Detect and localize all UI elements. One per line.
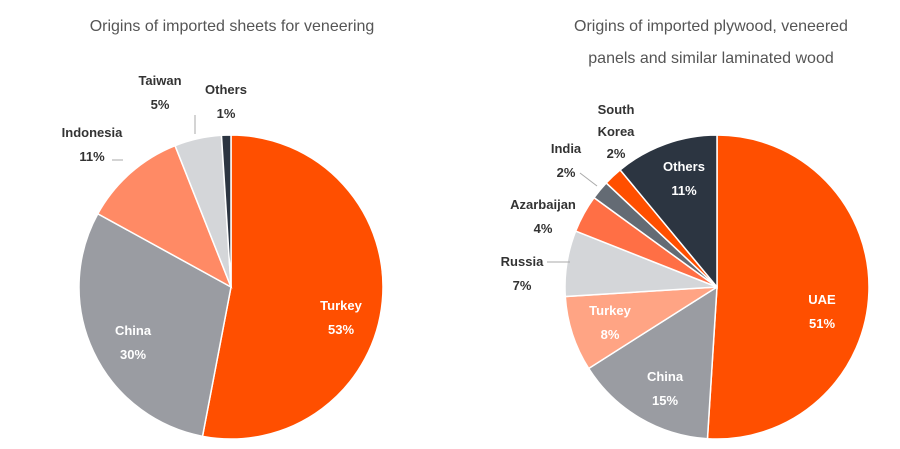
pie-slice-others xyxy=(220,134,232,288)
slice-value-others: 11% xyxy=(671,183,697,198)
leader-line-india xyxy=(579,172,598,187)
slice-value-china: 15% xyxy=(652,393,678,408)
slice-label-turkey: Turkey xyxy=(589,303,631,318)
slice-value-india: 2% xyxy=(557,165,576,180)
slice-label-others: Others xyxy=(205,82,247,97)
slice-label-south-korea: Korea xyxy=(598,124,636,139)
slice-label-china: China xyxy=(647,369,684,384)
slice-value-russia: 7% xyxy=(513,278,532,293)
slice-label-azarbaijan: Azarbaijan xyxy=(510,197,576,212)
slice-label-uae: UAE xyxy=(808,292,836,307)
slice-label-taiwan: Taiwan xyxy=(138,73,181,88)
slice-value-indonesia: 11% xyxy=(79,149,105,164)
slice-label-india: India xyxy=(551,141,582,156)
slice-value-azarbaijan: 4% xyxy=(534,221,553,236)
pie-slice-indonesia xyxy=(96,144,233,289)
slice-label-indonesia: Indonesia xyxy=(62,125,123,140)
slice-value-turkey: 53% xyxy=(328,322,354,337)
slice-value-china: 30% xyxy=(120,347,146,362)
slice-value-turkey: 8% xyxy=(601,327,620,342)
slice-label-others: Others xyxy=(663,159,705,174)
pie-slice-others xyxy=(619,134,718,290)
pie-chart-2: Origins of imported plywood, veneered pan… xyxy=(501,18,870,440)
slice-label-china: China xyxy=(115,323,152,338)
slice-label-south-korea: South xyxy=(598,102,635,117)
pie-slice-uae xyxy=(706,134,870,440)
pie-chart-1: Origins of imported sheets for veneering… xyxy=(62,18,384,440)
pie-slice-turkey xyxy=(201,134,384,440)
pie-slice-china xyxy=(78,212,232,438)
slice-value-south-korea: 2% xyxy=(607,146,626,161)
pie-slice-china xyxy=(587,285,718,440)
slice-value-uae: 51% xyxy=(809,316,835,331)
slice-label-russia: Russia xyxy=(501,254,544,269)
chart-title: panels and similar laminated wood xyxy=(588,50,833,67)
chart-title: Origins of imported sheets for veneering xyxy=(90,18,375,35)
slice-value-others: 1% xyxy=(217,106,236,121)
chart-title: Origins of imported plywood, veneered xyxy=(574,18,848,35)
slice-label-turkey: Turkey xyxy=(320,298,362,313)
slice-value-taiwan: 5% xyxy=(151,97,170,112)
